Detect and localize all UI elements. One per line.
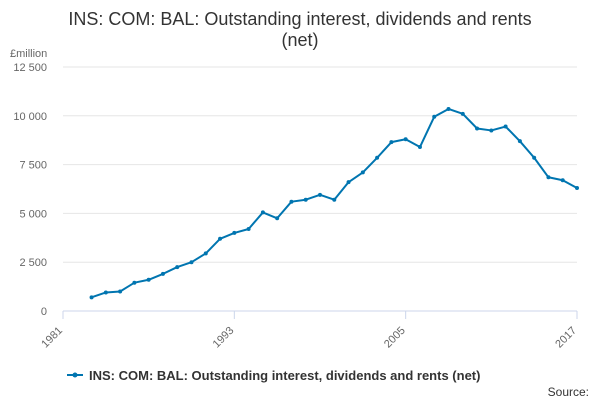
series-layer [89,106,579,300]
data-point [475,126,480,131]
y-tick-label: 7 500 [19,160,47,172]
data-point [417,145,422,150]
data-point [517,139,522,144]
data-point [489,128,494,133]
data-point [232,230,237,235]
legend-entry-label: INS: COM: BAL: Outstanding interest, div… [89,368,480,383]
data-point [389,140,394,145]
x-tick-label: 1993 [211,325,237,351]
data-point [203,251,208,256]
data-point [132,280,137,285]
data-point [318,192,322,197]
gridlines [63,66,577,263]
data-point [503,124,508,129]
data-point [460,111,465,116]
data-point [189,260,194,265]
y-tick-label: 12 500 [13,62,47,74]
legend[interactable]: INS: COM: BAL: Outstanding interest, div… [67,368,480,383]
data-point [103,290,108,295]
y-axis-unit-label: £million [10,48,47,60]
data-point [546,175,551,180]
chart-title-line-2: (net) [281,30,318,50]
data-point [118,289,123,294]
x-tick-label: 2005 [382,325,408,351]
data-point [446,106,451,111]
data-point [160,271,165,276]
legend-swatch-marker [72,372,78,378]
axes: 0 2 500 5 000 7 500 10 000 12 500 1981 1993 2005… [13,62,579,350]
y-tick-label: 2 500 [19,257,47,269]
y-tick-label: 0 [41,306,47,318]
x-tick-label: 2017 [553,325,579,351]
data-point [375,155,380,160]
series-line [90,107,578,299]
data-point [289,199,294,204]
data-point [360,170,365,175]
chart-title-line-1: INS: COM: BAL: Outstanding interest, div… [68,9,531,29]
data-point [218,236,223,241]
data-point [532,155,537,160]
data-point [403,137,408,142]
data-point [575,186,579,191]
data-point [146,277,151,282]
x-tick-label: 1981 [39,325,65,351]
data-point [89,295,94,300]
data-point [432,114,437,119]
data-point [560,178,565,183]
data-point [260,210,265,215]
y-tick-label: 10 000 [13,111,47,123]
data-point [275,216,280,221]
data-point [303,197,308,202]
data-point [246,227,251,232]
data-point [175,265,180,270]
data-point [346,180,351,185]
source-label: Source: [548,385,589,399]
y-tick-label: 5 000 [19,208,47,220]
data-point [332,197,337,202]
